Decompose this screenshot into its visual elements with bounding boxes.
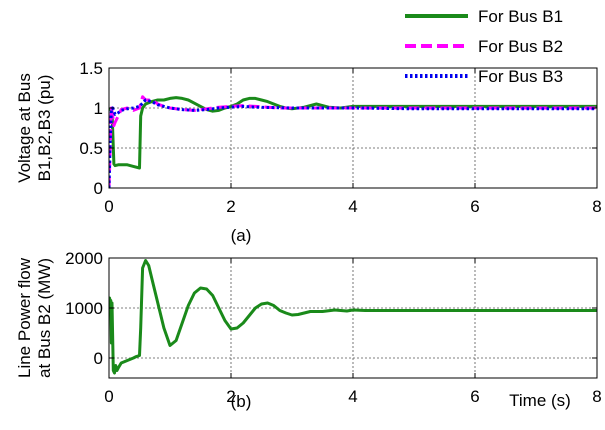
series-line-1-3 [109,98,597,188]
x-tick-label: 8 [592,197,601,216]
x-tick-label: 4 [348,387,357,406]
legend-label-2: For Bus B2 [478,37,563,56]
y-tick-label: 1 [94,99,103,118]
x-tick-label: 2 [226,387,235,406]
x-tick-label: 0 [104,387,113,406]
panel-label: (b) [231,392,252,411]
x-tick-label: 4 [348,197,357,216]
x-axis-label: Time (s) [509,391,571,410]
legend: For Bus B1 For Bus B2 For Bus B3 [405,7,563,86]
y-tick-label: 1000 [65,299,103,318]
legend-label-1: For Bus B1 [478,7,563,26]
panel-label: (a) [231,226,252,245]
y-axis-label-line2: at Bus B2 (MW) [35,258,54,378]
series-line-1-2 [109,95,597,188]
x-tick-label: 8 [592,387,601,406]
x-tick-label: 0 [104,197,113,216]
y-tick-label: 0.5 [79,139,103,158]
legend-label-3: For Bus B3 [478,67,563,86]
x-tick-label: 6 [470,197,479,216]
y-tick-label: 2000 [65,249,103,268]
chart-panel-2: 0 2 4 6 8 0 1000 2000 Line Power flow at Bus B2 (… [15,249,602,411]
y-axis-label-line1: Voltage at Bus [15,73,34,183]
series-line-2-1 [109,259,597,375]
y-tick-label: 0 [94,179,103,198]
y-tick-label: 1.5 [79,59,103,78]
y-axis-label-line1: Line Power flow [15,257,34,378]
x-tick-label: 6 [470,387,479,406]
chart-panel-1: 0 2 4 6 8 0 0.5 1 1.5 Voltage at Bus B1,B2,B3 (pu)… [15,7,602,245]
x-tick-label: 2 [226,197,235,216]
y-axis-label-line2: B1,B2,B3 (pu) [35,75,54,182]
y-tick-label: 0 [94,349,103,368]
